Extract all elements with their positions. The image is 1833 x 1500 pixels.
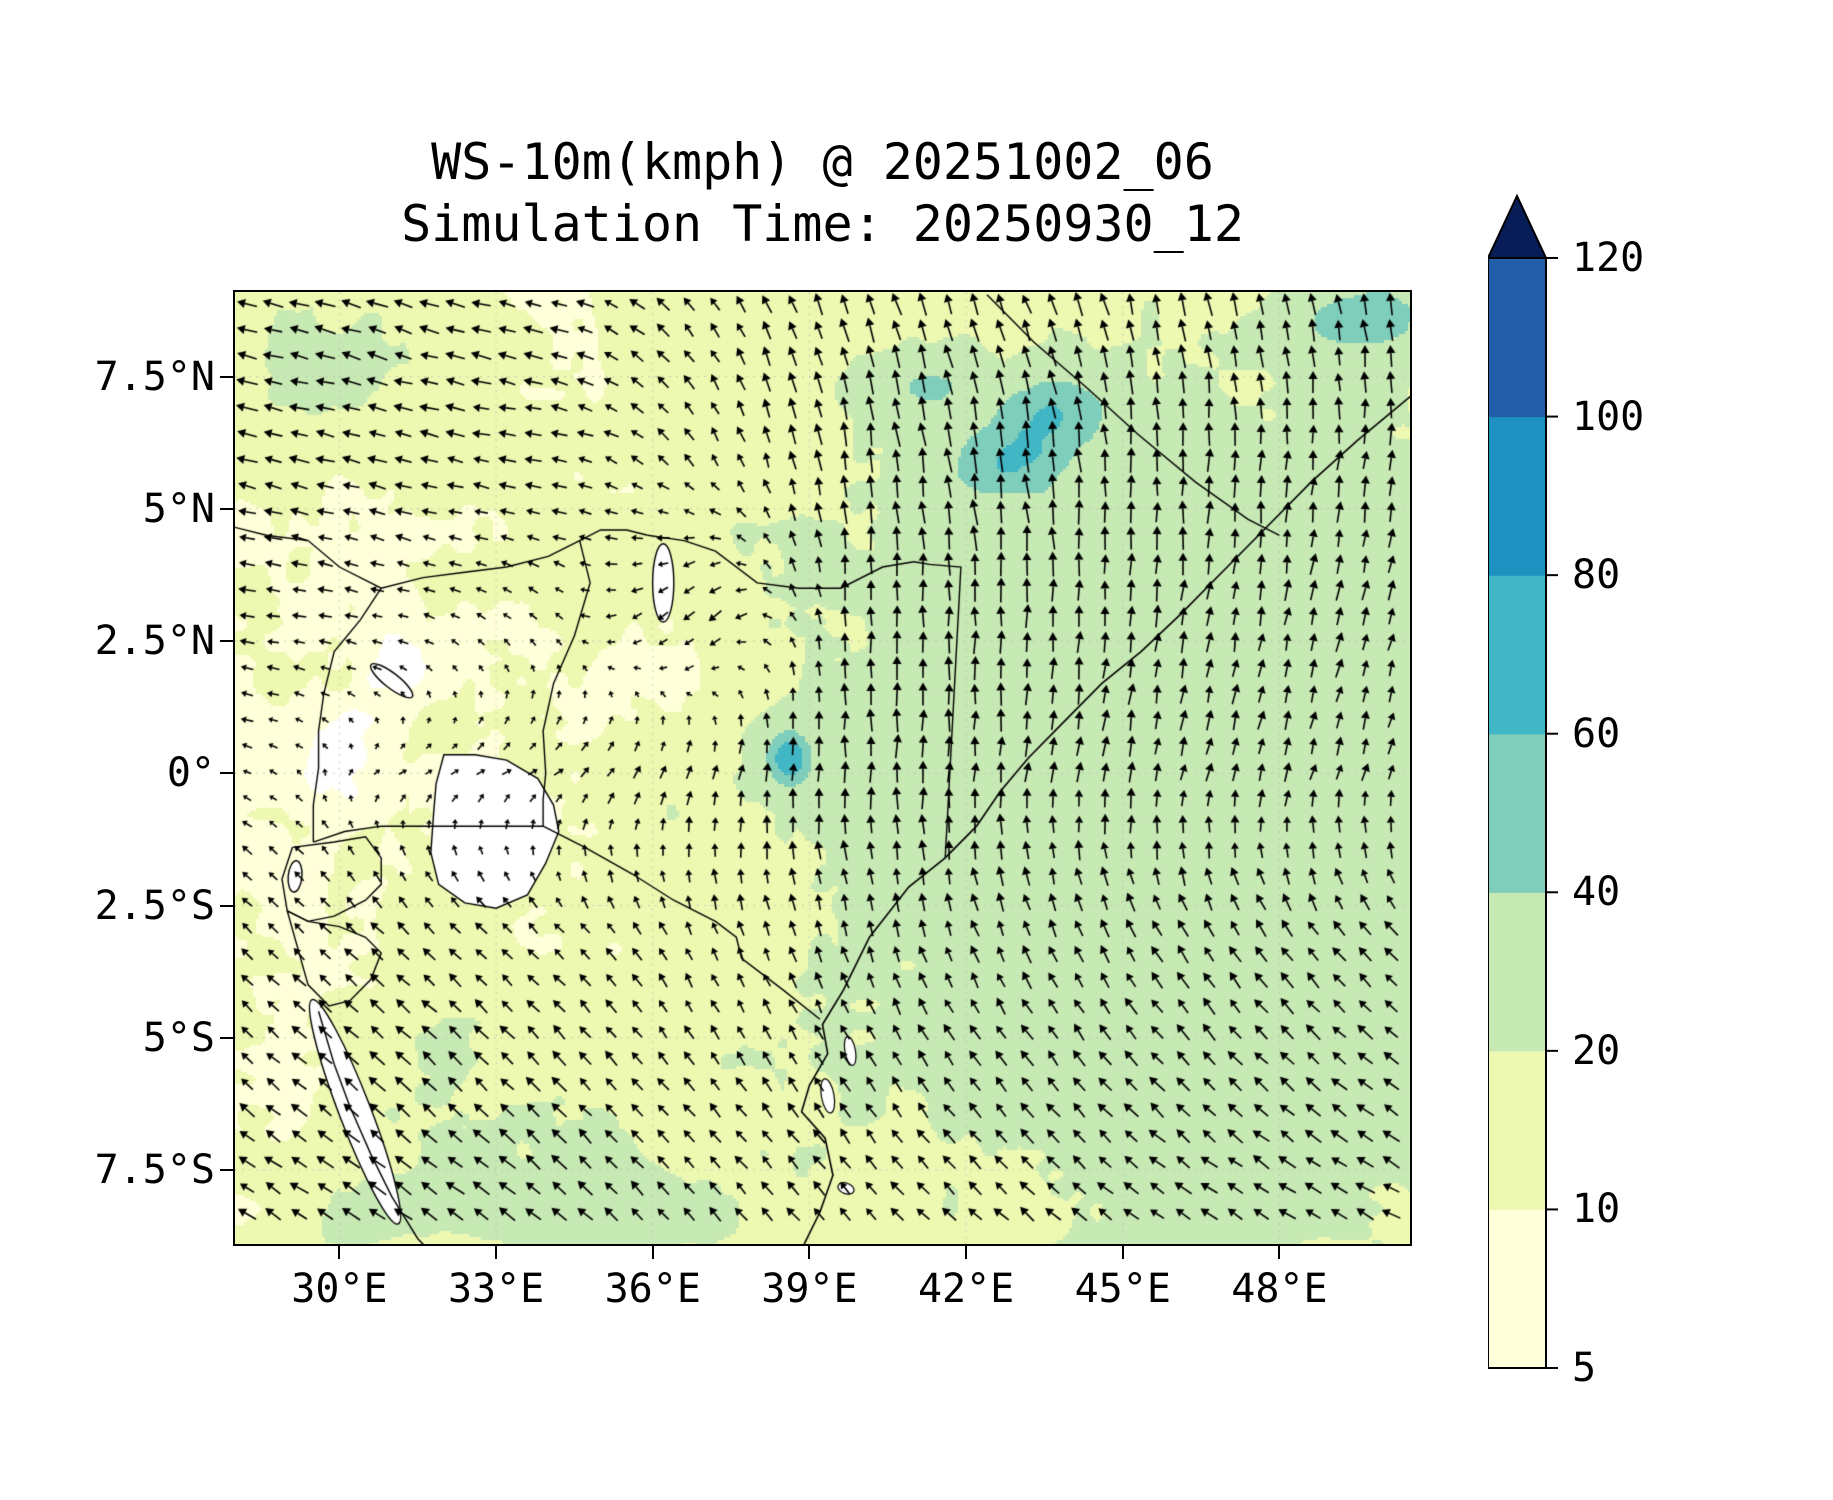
map-canvas	[235, 292, 1410, 1244]
colorbar-tick-label: 60	[1572, 710, 1621, 757]
y-tick-label: 7.5°N	[94, 353, 215, 400]
colorbar-segment	[1488, 733, 1546, 893]
x-tick-label: 36°E	[604, 1266, 701, 1312]
colorbar-tick-label: 20	[1572, 1027, 1621, 1074]
y-tick-mark	[220, 507, 233, 510]
colorbar-segment	[1488, 892, 1546, 1052]
x-tick-mark	[338, 1246, 341, 1259]
x-tick-label: 30°E	[291, 1266, 388, 1312]
y-tick-label: 2.5°S	[94, 882, 215, 929]
x-tick-label: 42°E	[917, 1266, 1015, 1312]
y-tick-label: 0°	[166, 750, 215, 797]
colorbar-tick-label: 80	[1572, 552, 1621, 599]
y-tick-mark	[220, 904, 233, 907]
colorbar-segment	[1488, 416, 1546, 576]
x-tick-label: 39°E	[761, 1266, 858, 1312]
y-tick-label: 5°S	[142, 1014, 215, 1061]
x-tick-label: 45°E	[1074, 1266, 1171, 1312]
x-tick-mark	[1278, 1246, 1281, 1259]
y-tick-label: 7.5°S	[94, 1146, 215, 1193]
colorbar-segment	[1488, 258, 1546, 418]
y-tick-mark	[220, 1168, 233, 1171]
colorbar-tick-label: 120	[1572, 235, 1645, 281]
x-tick-mark	[808, 1246, 811, 1259]
y-tick-mark	[220, 772, 233, 775]
colorbar-tick-label: 40	[1572, 869, 1621, 916]
x-tick-label: 48°E	[1231, 1266, 1328, 1312]
x-tick-mark	[965, 1246, 968, 1259]
y-tick-label: 5°N	[142, 485, 215, 532]
colorbar-segment	[1488, 575, 1546, 735]
x-tick-mark	[1121, 1246, 1124, 1259]
x-tick-label: 33°E	[447, 1266, 545, 1312]
chart-title: WS-10m(kmph) @ 20251002_06	[431, 133, 1214, 191]
y-tick-mark	[220, 375, 233, 378]
y-tick-label: 2.5°N	[94, 618, 215, 665]
map-plot	[233, 290, 1412, 1246]
colorbar-tick-label: 10	[1572, 1186, 1621, 1233]
colorbar-outline	[1488, 257, 1547, 1369]
x-tick-mark	[651, 1246, 654, 1259]
colorbar-segment	[1488, 1209, 1546, 1369]
x-tick-mark	[495, 1246, 498, 1259]
colorbar-segment	[1488, 1050, 1546, 1211]
y-tick-mark	[220, 1036, 233, 1039]
colorbar-tick-label: 100	[1572, 393, 1645, 440]
colorbar-extend-triangle	[1488, 193, 1548, 259]
colorbar-tick-label: 5	[1572, 1345, 1597, 1391]
y-tick-mark	[220, 640, 233, 643]
chart-subtitle: Simulation Time: 20250930_12	[401, 195, 1244, 253]
colorbar	[1488, 193, 1558, 1369]
